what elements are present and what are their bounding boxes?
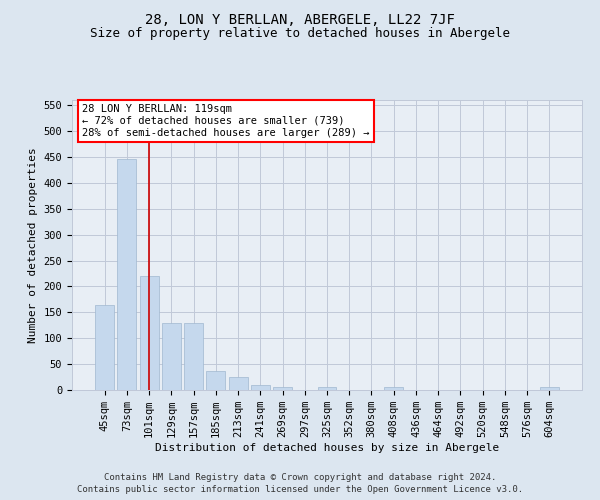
Bar [317, 388, 337, 390]
Y-axis label: Number of detached properties: Number of detached properties [28, 147, 38, 343]
Bar [95, 304, 114, 390]
Bar [140, 276, 158, 390]
Bar [184, 322, 203, 390]
Bar [206, 371, 225, 390]
Text: 28 LON Y BERLLAN: 119sqm
← 72% of detached houses are smaller (739)
28% of semi-: 28 LON Y BERLLAN: 119sqm ← 72% of detach… [82, 104, 370, 138]
Bar [118, 158, 136, 390]
Bar [273, 387, 292, 390]
Text: 28, LON Y BERLLAN, ABERGELE, LL22 7JF: 28, LON Y BERLLAN, ABERGELE, LL22 7JF [145, 12, 455, 26]
X-axis label: Distribution of detached houses by size in Abergele: Distribution of detached houses by size … [155, 443, 499, 453]
Bar [384, 388, 403, 390]
Text: Contains HM Land Registry data © Crown copyright and database right 2024.: Contains HM Land Registry data © Crown c… [104, 472, 496, 482]
Bar [540, 388, 559, 390]
Text: Size of property relative to detached houses in Abergele: Size of property relative to detached ho… [90, 28, 510, 40]
Bar [229, 377, 248, 390]
Bar [162, 322, 181, 390]
Bar [251, 385, 270, 390]
Text: Contains public sector information licensed under the Open Government Licence v3: Contains public sector information licen… [77, 485, 523, 494]
